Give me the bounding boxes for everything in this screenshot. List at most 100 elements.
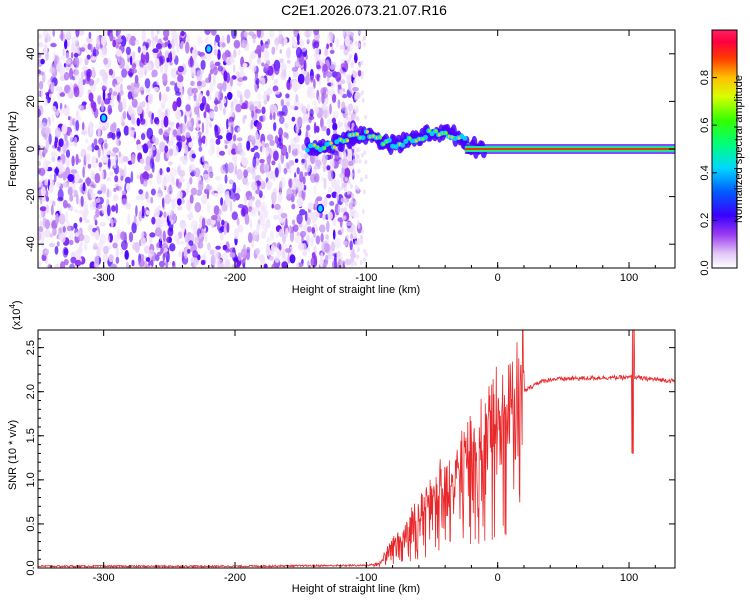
noise-blob: [289, 230, 295, 242]
noise-blob: [80, 71, 84, 80]
noise-blob: [257, 210, 261, 216]
noise-blob: [112, 193, 119, 202]
noise-blob: [103, 98, 111, 105]
noise-blob: [277, 191, 283, 203]
noise-blob: [344, 258, 352, 266]
noise-blob: [197, 50, 201, 56]
noise-blob: [349, 257, 353, 263]
noise-blob: [197, 131, 202, 137]
noise-blob: [229, 252, 236, 258]
noise-blob: [260, 206, 266, 216]
noise-blob: [190, 80, 195, 87]
noise-blob: [77, 233, 85, 242]
noise-blob: [198, 179, 204, 192]
noise-blob: [38, 42, 44, 48]
noise-blob: [177, 205, 183, 211]
noise-blob: [162, 230, 166, 242]
noise-blob: [57, 197, 64, 202]
noise-blob: [341, 215, 345, 221]
noise-blob: [364, 252, 368, 258]
noise-blob: [217, 183, 224, 195]
noise-blob: [154, 207, 160, 218]
noise-blob: [101, 100, 104, 112]
noise-blob: [215, 245, 221, 250]
noise-blob: [161, 42, 167, 48]
noise-blob: [328, 88, 336, 96]
noise-blob: [118, 179, 123, 192]
noise-blob: [103, 57, 108, 65]
noise-blob: [226, 118, 229, 130]
noise-blob: [345, 201, 349, 207]
noise-blob: [191, 87, 198, 94]
noise-blob: [255, 133, 260, 140]
noise-blob: [357, 42, 361, 48]
noise-blob: [212, 145, 215, 154]
noise-blob: [301, 115, 308, 124]
noise-blob: [62, 199, 68, 209]
noise-blob: [262, 114, 266, 122]
noise-blob: [73, 222, 78, 229]
noise-blob: [285, 101, 291, 107]
noise-blob: [86, 145, 93, 152]
noise-blob: [355, 116, 359, 122]
noise-blob: [226, 132, 233, 142]
noise-blob: [358, 92, 362, 98]
noise-blob: [306, 124, 311, 131]
noise-blob: [172, 101, 178, 112]
noise-blob: [206, 90, 210, 97]
noise-blob: [89, 120, 93, 133]
noise-blob: [233, 39, 241, 49]
noise-blob: [217, 65, 223, 72]
noise-blob: [210, 254, 216, 266]
noise-blob: [112, 242, 118, 249]
noise-blob: [341, 228, 344, 234]
noise-blob: [324, 254, 329, 266]
noise-blob: [279, 49, 282, 54]
noise-blob: [38, 167, 46, 176]
noise-blob: [222, 98, 227, 104]
signal-core: [462, 135, 468, 141]
svg-text:(x104): (x104): [8, 300, 23, 330]
noise-blob: [345, 125, 348, 131]
noise-blob: [313, 184, 317, 195]
noise-blob: [306, 103, 311, 112]
noise-blob: [350, 172, 354, 178]
noise-blob: [286, 188, 293, 199]
noise-blob: [302, 250, 308, 257]
noise-blob: [137, 67, 144, 79]
noise-blob: [122, 98, 127, 110]
noise-blob: [125, 261, 129, 268]
noise-blob: [40, 186, 46, 197]
noise-blob: [221, 252, 228, 260]
noise-blob: [112, 91, 118, 96]
noise-blob: [185, 112, 190, 117]
noise-blob: [237, 225, 243, 233]
noise-blob: [181, 124, 185, 136]
noise-blob: [297, 73, 305, 85]
noise-blob: [281, 69, 287, 78]
noise-blob: [344, 240, 348, 246]
snr-y-axis-title: SNR (10 * v/v): [7, 420, 19, 490]
noise-blob: [125, 46, 131, 55]
noise-blob: [78, 103, 82, 110]
noise-blob: [59, 261, 66, 268]
noise-blob: [340, 207, 344, 213]
noise-blob: [94, 230, 100, 241]
noise-blob: [278, 33, 284, 45]
noise-blob: [359, 234, 363, 240]
noise-blob: [314, 173, 320, 183]
noise-blob: [306, 35, 310, 44]
signal-peak: [365, 130, 369, 134]
noise-blob: [360, 60, 364, 66]
noise-blob: [285, 93, 290, 99]
noise-blob: [256, 223, 261, 231]
noise-blob: [231, 211, 238, 221]
noise-blob: [183, 247, 189, 259]
noise-blob: [271, 204, 274, 209]
noise-blob: [131, 259, 135, 267]
noise-blob: [45, 139, 50, 150]
noise-blob: [94, 219, 98, 226]
noise-blob: [150, 146, 156, 151]
noise-blob: [364, 159, 368, 165]
noise-blob: [44, 178, 48, 186]
